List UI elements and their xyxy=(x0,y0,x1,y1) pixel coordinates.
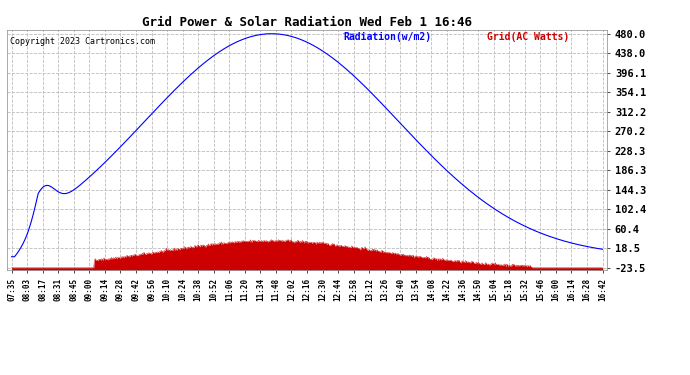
Title: Grid Power & Solar Radiation Wed Feb 1 16:46: Grid Power & Solar Radiation Wed Feb 1 1… xyxy=(142,16,472,29)
Text: Radiation(w/m2)  Grid(AC Watts): Radiation(w/m2) Grid(AC Watts) xyxy=(343,32,366,34)
Text: Copyright 2023 Cartronics.com: Copyright 2023 Cartronics.com xyxy=(10,37,155,46)
Text: Radiation(w/m2): Radiation(w/m2) xyxy=(343,32,431,42)
Text: Grid(AC Watts): Grid(AC Watts) xyxy=(487,32,569,42)
